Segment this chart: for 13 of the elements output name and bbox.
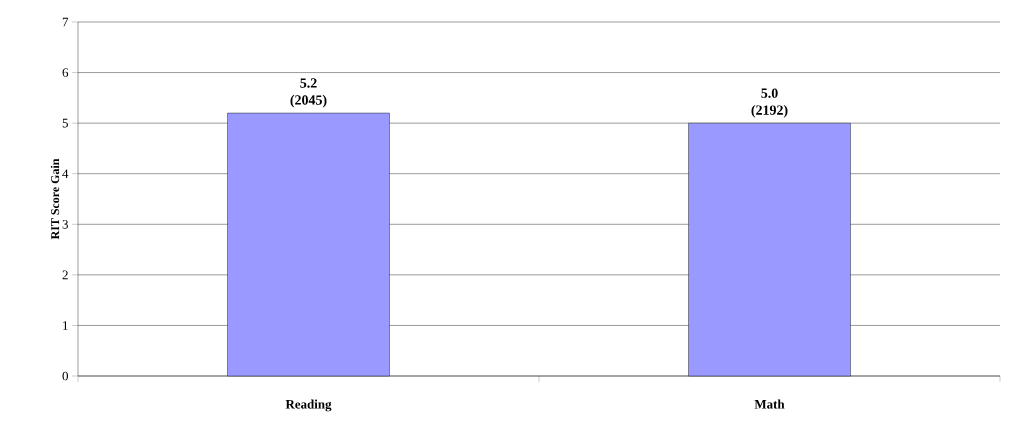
y-tick-label: 3 bbox=[62, 219, 68, 229]
y-axis-title: RIT Score Gain bbox=[50, 158, 60, 240]
y-tick-label: 4 bbox=[62, 169, 69, 178]
x-tick-label: Math bbox=[754, 399, 785, 409]
x-tick-label: Reading bbox=[285, 399, 332, 412]
y-tick-label: 7 bbox=[62, 17, 69, 27]
y-tick-label: 1 bbox=[63, 321, 68, 330]
data-label: 5.0 (2192) bbox=[751, 88, 788, 118]
y-tick-label: 6 bbox=[62, 68, 69, 77]
y-tick-label: 0 bbox=[62, 371, 68, 381]
y-tick-label: 5 bbox=[62, 118, 68, 128]
data-label: 5.2 (2045) bbox=[290, 78, 327, 108]
y-tick-label: 2 bbox=[62, 270, 68, 280]
